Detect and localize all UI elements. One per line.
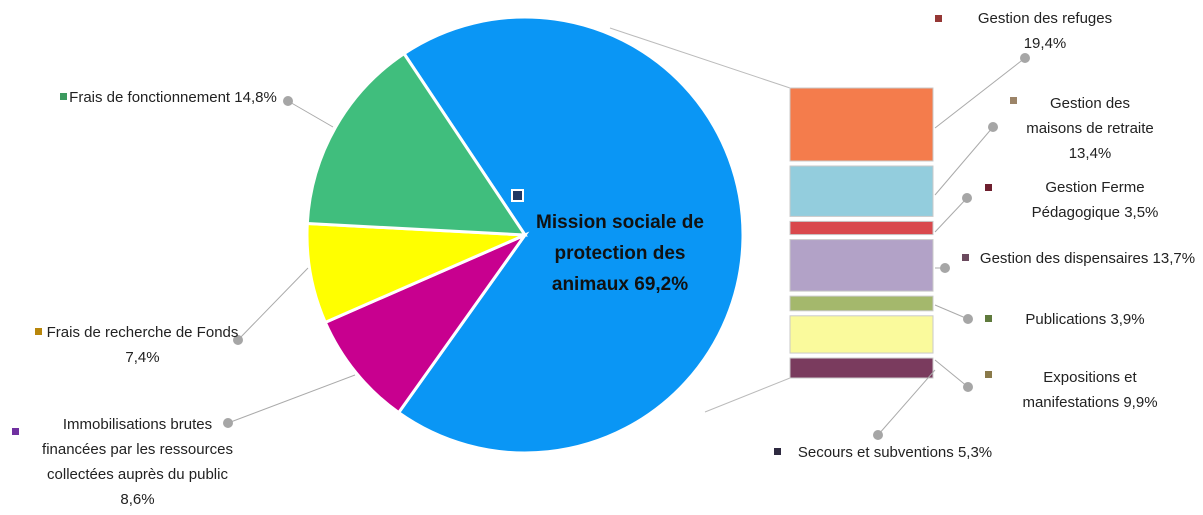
legend-marker [60, 93, 67, 100]
label-value: 3,9% [1110, 311, 1145, 328]
data-label: Gestion des refuges 19,4% [960, 6, 1130, 56]
legend-marker [1010, 97, 1017, 104]
data-label: Publications 3,9% [990, 307, 1180, 332]
label-value: 13,4% [1068, 145, 1112, 162]
center-label: Mission sociale de protection des animau… [530, 176, 710, 330]
data-label: Gestion Ferme Pédagogique 3,5% [1005, 175, 1185, 225]
label-name: Mission sociale de protection des animau… [536, 211, 704, 295]
bar-segment [789, 239, 934, 292]
data-label: Frais de recherche de Fonds 7,4% [45, 320, 240, 370]
bar-segment [789, 165, 934, 217]
bar-segment [789, 357, 934, 379]
leader-line [934, 359, 969, 388]
leader-line [934, 197, 968, 233]
bar-segment [789, 87, 934, 162]
data-label: Immobilisations brutes financées par les… [40, 412, 235, 512]
connector-line [704, 377, 791, 413]
leader-line [227, 374, 356, 424]
bar-segment [789, 295, 934, 312]
leader-dot [1020, 53, 1030, 63]
label-name: Gestion des maisons de retraite [1026, 95, 1154, 137]
leader-dot [873, 430, 883, 440]
label-name: Gestion des refuges [977, 10, 1113, 27]
pie-slice [323, 231, 530, 415]
leader-dot [988, 122, 998, 132]
leader-dot [283, 96, 293, 106]
label-value: 7,4% [125, 349, 160, 366]
data-label: Frais de fonctionnement 14,8% [68, 85, 278, 110]
legend-marker [35, 328, 42, 335]
leader-line [237, 267, 309, 341]
label-value: 5,3% [957, 444, 993, 461]
label-name: Frais de fonctionnement [69, 89, 231, 106]
legend-marker [12, 428, 19, 435]
label-value: 8,6% [120, 491, 155, 508]
leader-line [877, 369, 936, 436]
legend-marker [962, 254, 969, 261]
label-value: 13,7% [1152, 250, 1196, 267]
bar-segment [789, 315, 934, 354]
connector-line [609, 27, 791, 89]
pie-slice [305, 51, 528, 237]
leader-line [934, 57, 1026, 129]
label-value: 3,5% [1124, 204, 1159, 221]
legend-marker [511, 189, 524, 202]
label-value: 19,4% [1023, 35, 1067, 52]
label-name: Immobilisations brutes financées par les… [42, 416, 233, 483]
leader-line [287, 100, 334, 128]
pie-slice [305, 221, 526, 325]
leader-dot [940, 263, 950, 273]
data-label: Gestion des maisons de retraite 13,4% [1025, 91, 1155, 166]
center-text: Mission sociale de protection des animau… [530, 207, 710, 300]
label-name: Frais de recherche de Fonds [46, 324, 239, 341]
data-label: Expositions et manifestations 9,9% [995, 365, 1185, 415]
leader-line [934, 126, 994, 196]
leader-dot [962, 193, 972, 203]
bar-segment [789, 220, 934, 236]
label-name: Expositions et manifestations [1022, 369, 1137, 411]
legend-marker [985, 371, 992, 378]
data-label: Secours et subventions 5,3% [790, 440, 1000, 465]
legend-marker [774, 448, 781, 455]
legend-marker [985, 184, 992, 191]
label-value: 69,2% [634, 273, 689, 295]
label-value: 14,8% [234, 89, 277, 106]
label-name: Gestion des dispensaires [979, 250, 1149, 267]
leader-dot [233, 335, 243, 345]
data-label: Gestion des dispensaires 13,7% [975, 246, 1200, 271]
label-name: Publications [1025, 311, 1107, 328]
leader-dot [223, 418, 233, 428]
legend-marker [935, 15, 942, 22]
leader-line [934, 304, 969, 320]
label-name: Gestion Ferme Pédagogique [1031, 179, 1145, 221]
leader-dot [963, 382, 973, 392]
label-value: 9,9% [1123, 394, 1158, 411]
leader-dot [963, 314, 973, 324]
legend-marker [985, 315, 992, 322]
label-name: Secours et subventions [797, 444, 954, 461]
